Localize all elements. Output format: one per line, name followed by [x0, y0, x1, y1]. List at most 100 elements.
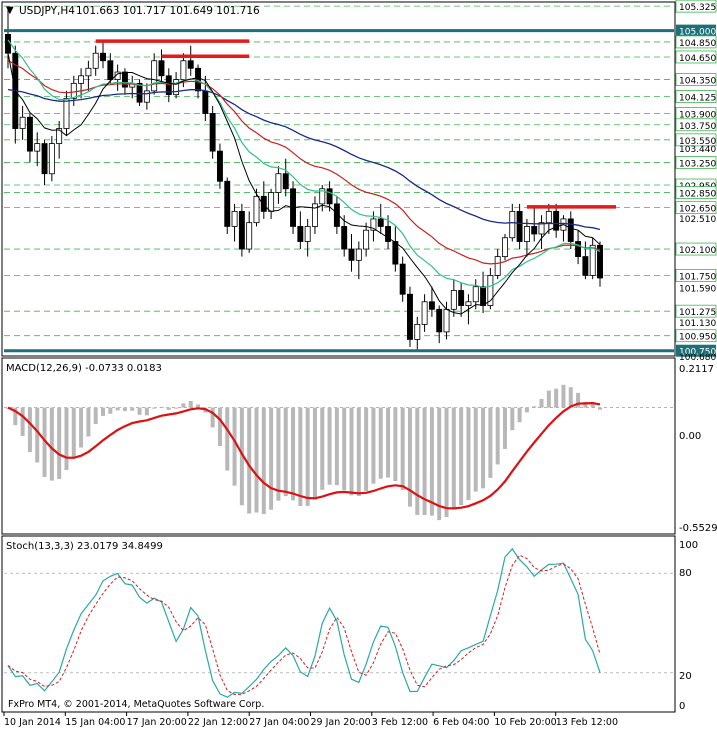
time-label: 17 Jan 20:00 [127, 717, 187, 728]
candle-body [450, 290, 457, 310]
stoch-signal-line [7, 554, 601, 696]
macd-histogram-bar [349, 407, 354, 496]
candle-body [553, 210, 560, 231]
macd-histogram-bar [239, 407, 244, 506]
candle-body [297, 226, 304, 242]
candle-body [348, 248, 355, 261]
time-label: 13 Feb 12:00 [556, 717, 618, 728]
ma-fast-line [7, 53, 601, 315]
candle-body [509, 210, 516, 239]
price-label-box [675, 156, 717, 169]
price-label-box [675, 133, 717, 147]
candle-body [363, 229, 370, 250]
candle-body [78, 75, 85, 84]
macd-histogram-bar [122, 407, 127, 412]
candle-body [326, 188, 333, 205]
macd-histogram-bar [86, 407, 91, 437]
price-label-box [675, 304, 717, 318]
price-label-box [676, 344, 716, 357]
candle-body [19, 116, 26, 129]
macd-histogram-bar [159, 406, 164, 408]
macd-histogram-bar [247, 407, 252, 514]
candle-body [421, 301, 428, 325]
macd-histogram-bar [42, 407, 47, 477]
macd-histogram-bar [327, 407, 332, 485]
candle-body [597, 244, 603, 279]
macd-histogram-bar [451, 407, 456, 510]
macd-histogram-bar [444, 407, 449, 518]
macd-histogram-bar [364, 407, 369, 492]
macd-histogram-bar [35, 407, 40, 463]
price-pane[interactable] [1, 1, 676, 357]
candle-body [56, 128, 63, 144]
macd-histogram-bar [312, 407, 317, 500]
candle-body [253, 195, 260, 224]
candle-body [304, 226, 311, 242]
candle-body [282, 173, 289, 190]
price-label-box [675, 269, 717, 282]
candle-body [523, 226, 530, 242]
macd-histogram-bar [166, 407, 171, 410]
macd-histogram-bar [49, 407, 54, 481]
price-label-box [675, 329, 717, 343]
macd-histogram-bar [488, 407, 493, 478]
macd-histogram-bar [466, 407, 471, 501]
key-levels [4, 29, 674, 353]
macd-histogram-bar [422, 407, 427, 516]
stoch-pane[interactable] [1, 535, 676, 713]
collapse-arrow-icon[interactable]: ▼ [6, 5, 14, 16]
candle-body [202, 90, 209, 114]
macd-histogram-bar [64, 407, 69, 470]
macd-histogram-bar [407, 407, 412, 507]
candle-body [92, 52, 99, 69]
price-label: 101.130 [679, 319, 716, 329]
macd-histogram-bar [510, 407, 515, 431]
copyright-text: FxPro MT4, © 2001-2014, MetaQuotes Softw… [8, 699, 264, 710]
time-label: 27 Jan 04:00 [249, 717, 309, 728]
time-label: 29 Jan 20:00 [311, 717, 371, 728]
macd-scale-top: 0.2117 [679, 364, 714, 375]
candle-body [136, 82, 143, 103]
candle-body [158, 60, 165, 77]
candle-body [465, 301, 472, 306]
macd-histogram-bar [217, 407, 222, 447]
candle-body [567, 218, 574, 242]
price-label: 102.100 [679, 246, 716, 256]
price-label-box [675, 186, 717, 199]
price-label-box [675, 0, 717, 13]
symbol-label: USDJPY,H4 [19, 5, 75, 17]
candle-body [312, 203, 318, 227]
macd-histogram-bar [429, 407, 434, 516]
price-label: 103.900 [679, 110, 716, 120]
macd-histogram-bar [137, 407, 142, 415]
macd-histogram-bar [305, 407, 310, 506]
macd-histogram-bar [546, 390, 551, 408]
candle-body [443, 308, 450, 333]
candle-body [472, 286, 479, 303]
macd-histogram-bar [532, 406, 537, 408]
price-label-box [675, 50, 717, 64]
macd-scale-bottom: -0.5529 [679, 523, 717, 534]
candle-body [41, 143, 48, 175]
price-label: 103.250 [679, 159, 716, 169]
macd-histogram-bar [108, 407, 113, 414]
macd-histogram-bar [254, 407, 259, 513]
macd-indicator [4, 384, 674, 521]
candle-body [34, 143, 41, 152]
candle-body [173, 79, 180, 96]
price-label: 104.650 [679, 54, 716, 64]
price-label: 103.750 [679, 122, 716, 132]
candle-body [5, 33, 11, 54]
price-label: 102.510 [679, 215, 716, 225]
macd-histogram-bar [71, 407, 76, 459]
macd-histogram-bar [371, 407, 376, 484]
macd-histogram-bar [130, 407, 135, 411]
macd-histogram-bar [598, 407, 602, 410]
price-label: 101.750 [679, 272, 716, 282]
stoch-main-line [7, 547, 601, 698]
candle-body [502, 237, 508, 257]
macd-histogram-bar [539, 398, 544, 408]
price-label-box [675, 118, 717, 132]
